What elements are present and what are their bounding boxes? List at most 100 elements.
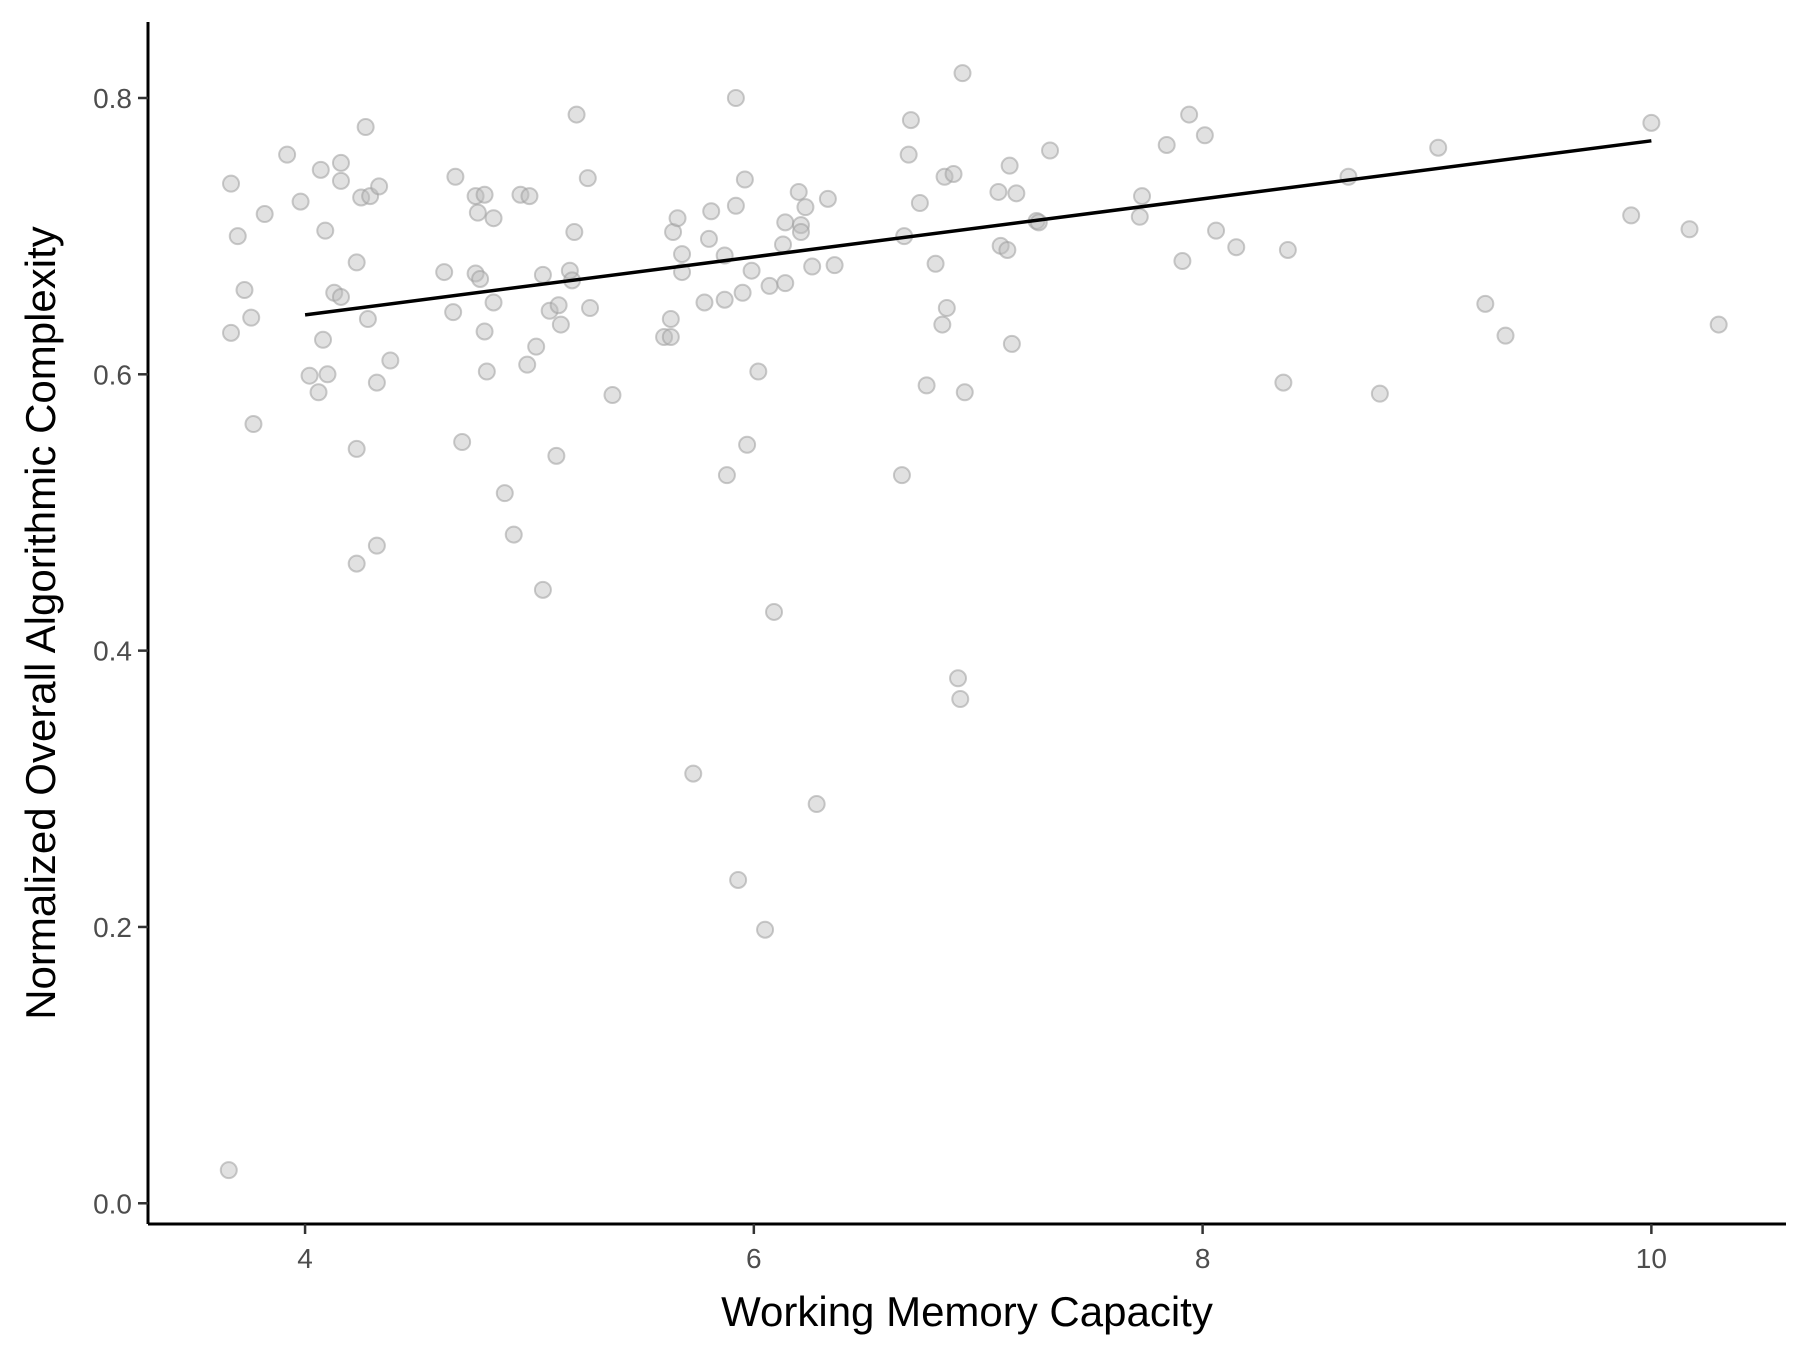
scatter-point: [756, 920, 775, 939]
scatter-point: [1680, 220, 1699, 239]
scatter-point: [547, 446, 566, 465]
scatter-point: [444, 303, 463, 322]
scatter-point: [435, 263, 454, 282]
y-tick-label: 0.6: [93, 359, 132, 390]
scatter-point: [673, 245, 692, 264]
scatter-point: [347, 554, 366, 573]
scatter-point: [735, 170, 754, 189]
scatter-point: [242, 308, 261, 327]
scatter-point: [729, 870, 748, 889]
scatter-point: [504, 525, 523, 544]
scatter-point: [807, 794, 826, 813]
trend-layer: [304, 139, 1652, 317]
scatter-point: [484, 293, 503, 312]
scatter-point: [549, 296, 568, 315]
scatter-point: [533, 265, 552, 284]
scatter-point: [1370, 384, 1389, 403]
scatter-point: [567, 105, 586, 124]
scatter-point: [661, 328, 680, 347]
scatter-point: [316, 221, 335, 240]
x-ticks-layer: 4 6 8 10: [297, 1224, 1667, 1274]
scatter-point: [1000, 156, 1019, 175]
x-tick-label: 8: [1195, 1243, 1211, 1274]
scatter-point: [1041, 141, 1060, 160]
scatter-point: [933, 315, 952, 334]
x-tick-label: 10: [1636, 1243, 1667, 1274]
scatter-point: [520, 187, 539, 206]
scatter-point: [278, 145, 297, 164]
scatter-point: [228, 227, 247, 246]
scatter-point: [244, 415, 263, 434]
scatter-point: [453, 433, 472, 452]
scatter-point: [235, 281, 254, 300]
scatter-point: [726, 196, 745, 215]
scatter-point: [370, 177, 389, 196]
scatter-point: [910, 193, 929, 212]
scatter-point: [1133, 187, 1152, 206]
x-tick-label: 6: [746, 1243, 762, 1274]
scatter-point: [715, 290, 734, 309]
scatter-point: [518, 355, 537, 374]
scatter-point: [1002, 334, 1021, 353]
scatter-point: [789, 182, 808, 201]
scatter-point: [222, 323, 241, 342]
scatter-point: [668, 209, 687, 228]
scatter-point: [989, 182, 1008, 201]
x-tick-label: 4: [297, 1243, 313, 1274]
scatter-point: [937, 298, 956, 317]
scatter-point: [892, 466, 911, 485]
scatter-point: [581, 298, 600, 317]
x-axis-title: Working Memory Capacity: [721, 1288, 1213, 1335]
scatter-point: [699, 229, 718, 248]
scatter-point: [1496, 326, 1515, 345]
scatter-point: [291, 192, 310, 211]
scatter-point: [477, 362, 496, 381]
y-tick-label: 0.0: [93, 1188, 132, 1219]
scatter-point: [484, 209, 503, 228]
scatter-point: [578, 169, 597, 188]
trend-line: [304, 139, 1652, 317]
scatter-point: [495, 484, 514, 503]
scatter-point: [742, 261, 761, 280]
scatter-point: [944, 164, 963, 183]
scatter-point: [1274, 373, 1293, 392]
scatter-point: [998, 240, 1017, 259]
scatter-point: [468, 203, 487, 222]
scatter-point: [818, 189, 837, 208]
scatter-point: [527, 337, 546, 356]
y-tick-label: 0.2: [93, 912, 132, 943]
scatter-point: [1173, 252, 1192, 271]
scatter-point: [949, 669, 968, 688]
scatter-point: [726, 88, 745, 107]
y-axis-title: Normalized Overall Algorithmic Complexit…: [17, 226, 64, 1020]
scatter-point: [1622, 206, 1641, 225]
scatter-point: [1130, 207, 1149, 226]
scatter-point: [1227, 238, 1246, 257]
scatter-point: [331, 153, 350, 172]
scatter-point: [684, 764, 703, 783]
scatter-point: [311, 160, 330, 179]
scatter-point: [603, 386, 622, 405]
scatter-point: [255, 205, 274, 224]
scatter-point: [702, 202, 721, 221]
scatter-point: [222, 174, 241, 193]
scatter-point: [318, 365, 337, 384]
scatter-point: [358, 310, 377, 329]
scatter-point: [367, 373, 386, 392]
scatter-point: [219, 1161, 238, 1180]
scatter-point: [347, 439, 366, 458]
scatter-point: [917, 376, 936, 395]
scatter-point: [953, 64, 972, 83]
scatter-point: [1207, 221, 1226, 240]
scatter-point: [367, 536, 386, 555]
scatter-point: [951, 689, 970, 708]
scatter-point: [1180, 105, 1199, 124]
scatter-point: [661, 310, 680, 329]
scatter-point: [776, 213, 795, 232]
scatter-point: [475, 322, 494, 341]
scatter-point: [760, 276, 779, 295]
scatter-point: [475, 185, 494, 204]
scatter-point: [765, 602, 784, 621]
scatter-point: [1157, 135, 1176, 154]
